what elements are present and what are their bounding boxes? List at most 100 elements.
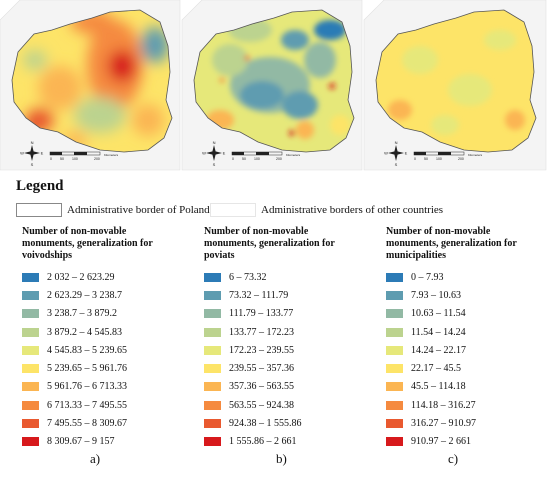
- legend-entry: 7.93 – 10.63: [386, 286, 517, 304]
- legend-heading-c: Number of non-movable monuments, general…: [386, 226, 517, 261]
- legend-entry: 7 495.55 – 8 309.67: [22, 414, 153, 432]
- legend-title: Legend: [16, 178, 64, 194]
- legend-range: 111.79 – 133.77: [229, 308, 294, 320]
- legend-range: 172.23 – 239.55: [229, 344, 294, 356]
- legend-range: 5 961.76 – 6 713.33: [47, 381, 127, 393]
- legend-entry: 73.32 – 111.79: [204, 286, 335, 304]
- compass-b: N W E S: [202, 140, 226, 167]
- border-poland-swatch: [16, 203, 62, 217]
- svg-text:0: 0: [232, 157, 234, 161]
- svg-text:N: N: [395, 140, 398, 145]
- svg-text:50: 50: [424, 157, 428, 161]
- legend-entry: 910.97 – 2 661: [386, 433, 517, 451]
- legend-swatch: [204, 345, 221, 355]
- legend-swatch: [204, 327, 221, 337]
- legend-swatch: [386, 437, 403, 447]
- legend-range: 4 545.83 – 5 239.65: [47, 344, 127, 356]
- legend-heading-a: Number of non-movable monuments, general…: [22, 226, 153, 261]
- legend-border-poland: Administrative border of Poland: [16, 203, 210, 217]
- svg-text:N: N: [213, 140, 216, 145]
- legend-range: 22.17 – 45.5: [411, 363, 461, 375]
- legend-entry: 133.77 – 172.23: [204, 323, 335, 341]
- legend-entry: 8 309.67 – 9 157: [22, 433, 153, 451]
- legend-range: 2 032 – 2 623.29: [47, 271, 115, 283]
- svg-text:W: W: [384, 151, 388, 156]
- svg-text:S: S: [395, 162, 398, 167]
- legend-entry: 5 961.76 – 6 713.33: [22, 378, 153, 396]
- legend-swatch: [22, 437, 39, 447]
- svg-text:100: 100: [72, 157, 78, 161]
- legend-swatch: [22, 309, 39, 319]
- legend-range: 6 713.33 – 7 495.55: [47, 399, 127, 411]
- legend-swatch: [204, 272, 221, 282]
- scale-bar-a: 0 50 100 200 Kilometers: [49, 151, 119, 161]
- legend-swatch: [22, 272, 39, 282]
- legend-range: 6 – 73.32: [229, 271, 267, 283]
- legend-entry: 11.54 – 14.24: [386, 323, 517, 341]
- legend-poviats: Number of non-movable monuments, general…: [204, 226, 335, 451]
- svg-text:Kilometers: Kilometers: [468, 153, 483, 157]
- legend-entry: 239.55 – 357.36: [204, 359, 335, 377]
- legend-entry: 3 879.2 – 4 545.83: [22, 323, 153, 341]
- legend-municipalities: Number of non-movable monuments, general…: [386, 226, 517, 451]
- svg-text:0: 0: [50, 157, 52, 161]
- border-other-label: Administrative borders of other countrie…: [261, 204, 444, 216]
- legend-entry: 14.24 – 22.17: [386, 341, 517, 359]
- legend-swatch: [22, 419, 39, 429]
- svg-text:200: 200: [458, 157, 464, 161]
- legend-swatch: [204, 382, 221, 392]
- legend-swatch: [386, 400, 403, 410]
- legend-entry: 2 623.29 – 3 238.7: [22, 286, 153, 304]
- legend-swatch: [22, 400, 39, 410]
- legend-range: 45.5 – 114.18: [411, 381, 466, 393]
- legend-swatch: [22, 290, 39, 300]
- legend-range: 3 879.2 – 4 545.83: [47, 326, 122, 338]
- panel-label-c: c): [448, 451, 459, 466]
- legend-range: 3 238.7 – 3 879.2: [47, 308, 117, 320]
- legend-swatch: [386, 382, 403, 392]
- legend-range: 5 239.65 – 5 961.76: [47, 363, 127, 375]
- legend-voivodships: Number of non-movable monuments, general…: [22, 226, 153, 451]
- legend-entry: 0 – 7.93: [386, 268, 517, 286]
- legend-swatch: [386, 272, 403, 282]
- legend-entries-a: 2 032 – 2 623.29 2 623.29 – 3 238.7 3 238.…: [22, 268, 153, 451]
- legend-range: 14.24 – 22.17: [411, 344, 466, 356]
- legend-range: 133.77 – 172.23: [229, 326, 294, 338]
- legend-swatch: [386, 345, 403, 355]
- scale-bar-b: 0 50 100 200 Kilometers: [231, 151, 301, 161]
- legend-entry: 6 713.33 – 7 495.55: [22, 396, 153, 414]
- legend-border-other: Administrative borders of other countrie…: [210, 203, 443, 217]
- legend-entries-b: 6 – 73.32 73.32 – 111.79 111.79 – 133.77 13…: [204, 268, 335, 451]
- panel-label-b: b): [276, 451, 287, 466]
- svg-text:0: 0: [414, 157, 416, 161]
- svg-text:200: 200: [276, 157, 282, 161]
- legend-range: 7 495.55 – 8 309.67: [47, 418, 127, 430]
- legend-entry: 6 – 73.32: [204, 268, 335, 286]
- legend-range: 2 623.29 – 3 238.7: [47, 289, 122, 301]
- legend-range: 8 309.67 – 9 157: [47, 436, 115, 448]
- compass-c: N W E S: [384, 140, 408, 167]
- legend-entry: 5 239.65 – 5 961.76: [22, 359, 153, 377]
- legend-range: 924.38 – 1 555.86: [229, 418, 302, 430]
- compass-a: N W E S: [20, 140, 44, 167]
- legend-swatch: [204, 437, 221, 447]
- svg-text:200: 200: [94, 157, 100, 161]
- svg-text:E: E: [405, 151, 408, 156]
- legend-swatch: [386, 309, 403, 319]
- legend-entry: 924.38 – 1 555.86: [204, 414, 335, 432]
- legend-swatch: [386, 327, 403, 337]
- legend-swatch: [22, 364, 39, 374]
- legend-range: 114.18 – 316.27: [411, 399, 476, 411]
- legend-entry: 316.27 – 910.97: [386, 414, 517, 432]
- border-poland-label: Administrative border of Poland: [67, 204, 210, 216]
- legend-entry: 114.18 – 316.27: [386, 396, 517, 414]
- svg-text:W: W: [202, 151, 206, 156]
- maps-figure: N W E S 0 50 100 200 Kilometers N W E S …: [0, 0, 547, 171]
- legend-entry: 172.23 – 239.55: [204, 341, 335, 359]
- legend-swatch: [204, 309, 221, 319]
- legend-swatch: [22, 345, 39, 355]
- legend-range: 73.32 – 111.79: [229, 289, 289, 301]
- svg-text:Kilometers: Kilometers: [104, 153, 119, 157]
- legend-entry: 45.5 – 114.18: [386, 378, 517, 396]
- legend-range: 11.54 – 14.24: [411, 326, 466, 338]
